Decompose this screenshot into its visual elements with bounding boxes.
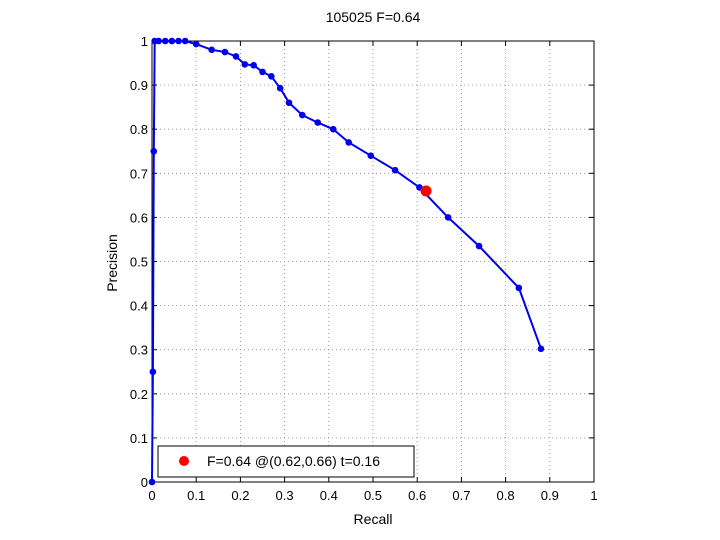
legend-entry-label: F=0.64 @(0.62,0.66) t=0.16 (207, 453, 380, 469)
chart-title: 105025 F=0.64 (326, 9, 421, 25)
axis-ticks: 0 0.1 0.2 0.3 0.4 0.5 0.6 0.7 0.8 0.9 1 0 0.1 0.2 0.3 0… (130, 34, 598, 503)
x-axis-label: Recall (354, 511, 393, 527)
data-point (298, 111, 306, 119)
data-point (515, 284, 523, 292)
data-point (285, 99, 293, 107)
data-point (181, 37, 189, 45)
y-tick-label: 0.1 (130, 431, 148, 446)
x-tick-label: 0.1 (187, 488, 205, 503)
legend-marker (179, 456, 189, 466)
data-point (149, 368, 157, 376)
data-point (537, 345, 545, 353)
x-tick-label: 1 (590, 488, 597, 503)
y-tick-label: 1 (141, 34, 148, 49)
data-point (475, 242, 483, 250)
data-point (150, 147, 158, 155)
data-point (148, 478, 156, 486)
y-tick-label: 0.3 (130, 343, 148, 358)
grid-lines (152, 41, 594, 482)
best-f-point (420, 185, 432, 197)
data-point (391, 166, 399, 174)
data-point (232, 53, 240, 60)
y-tick-label: 0.9 (130, 78, 148, 93)
data-point (268, 72, 275, 80)
data-point (155, 37, 162, 45)
data-point (259, 68, 266, 76)
y-tick-label: 0.5 (130, 255, 148, 270)
x-tick-label: 0.5 (364, 488, 382, 503)
x-tick-label: 0.8 (497, 488, 515, 503)
plot-frame (151, 40, 595, 483)
x-tick-label: 0.6 (408, 488, 426, 503)
data-point (161, 37, 169, 45)
x-tick-label: 0.7 (452, 488, 470, 503)
data-point (276, 84, 284, 92)
data-point (192, 40, 200, 48)
y-tick-label: 0 (141, 475, 148, 490)
y-tick-label: 0.4 (130, 299, 148, 314)
legend: F=0.64 @(0.62,0.66) t=0.16 (157, 445, 415, 478)
data-point (250, 61, 257, 69)
data-point (221, 48, 229, 56)
y-axis-label: Precision (104, 234, 120, 292)
y-tick-label: 0.8 (130, 122, 148, 137)
x-tick-label: 0.2 (231, 488, 249, 503)
data-point (175, 37, 182, 45)
y-tick-label: 0.7 (130, 166, 148, 181)
series-group (148, 37, 545, 486)
data-point (314, 119, 322, 126)
y-tick-label: 0.6 (130, 210, 148, 225)
data-point (329, 125, 337, 133)
data-point (208, 46, 215, 54)
x-tick-label: 0.3 (276, 488, 294, 503)
data-point (345, 139, 352, 146)
legend-box (157, 445, 415, 478)
series-line (151, 40, 542, 483)
y-tick-label: 0.2 (130, 387, 148, 402)
x-tick-label: 0.9 (541, 488, 559, 503)
data-point (168, 37, 176, 45)
data-point (241, 61, 249, 68)
data-point (444, 214, 452, 221)
x-tick-label: 0.4 (320, 488, 338, 503)
data-point (367, 152, 375, 159)
x-tick-label: 0 (148, 488, 155, 503)
